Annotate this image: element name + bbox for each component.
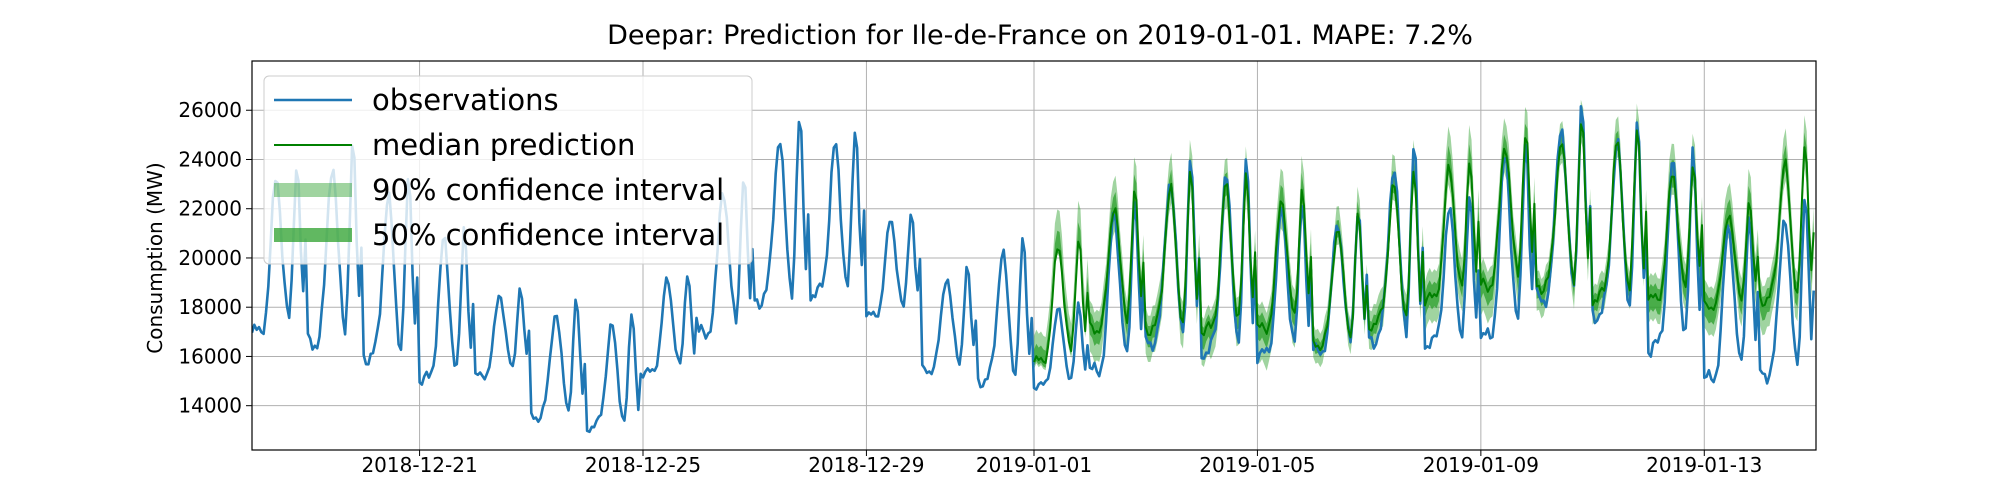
- x-tick-label: 2019-01-01: [976, 453, 1092, 477]
- x-tick-label: 2019-01-05: [1199, 453, 1315, 477]
- x-tick-label: 2019-01-13: [1646, 453, 1762, 477]
- legend-swatch-2: [274, 183, 352, 197]
- x-tick-label: 2018-12-25: [585, 453, 701, 477]
- legend-label-3: 50% confidence interval: [372, 218, 724, 252]
- y-axis-title: Consumption (MW): [143, 162, 167, 353]
- legend: observations median prediction 90% confide…: [263, 75, 753, 265]
- axis-ticks: 2018-12-21 2018-12-25 2018-12-29 2019-01-01…: [178, 98, 1762, 477]
- series-line-1: [1033, 123, 1815, 364]
- legend-label-0: observations: [372, 83, 559, 117]
- x-tick-label: 2019-01-09: [1423, 453, 1539, 477]
- legend-frame: [263, 75, 753, 265]
- legend-label-1: median prediction: [372, 128, 635, 162]
- plot-area: [252, 99, 1815, 434]
- legend-swatch-3: [274, 228, 352, 242]
- y-tick-label: 14000: [178, 394, 242, 418]
- x-tick-label: 2018-12-29: [808, 453, 924, 477]
- y-tick-label: 20000: [178, 246, 242, 270]
- y-tick-label: 22000: [178, 197, 242, 221]
- series-lines: [252, 105, 1815, 434]
- legend-label-2: 90% confidence interval: [372, 173, 724, 207]
- y-tick-label: 16000: [178, 344, 242, 368]
- y-tick-label: 24000: [178, 147, 242, 171]
- x-tick-label: 2018-12-21: [361, 453, 477, 477]
- y-tick-label: 18000: [178, 295, 242, 319]
- chart-title: Deepar: Prediction for Ile-de-France on …: [607, 20, 1473, 51]
- y-tick-label: 26000: [178, 98, 242, 122]
